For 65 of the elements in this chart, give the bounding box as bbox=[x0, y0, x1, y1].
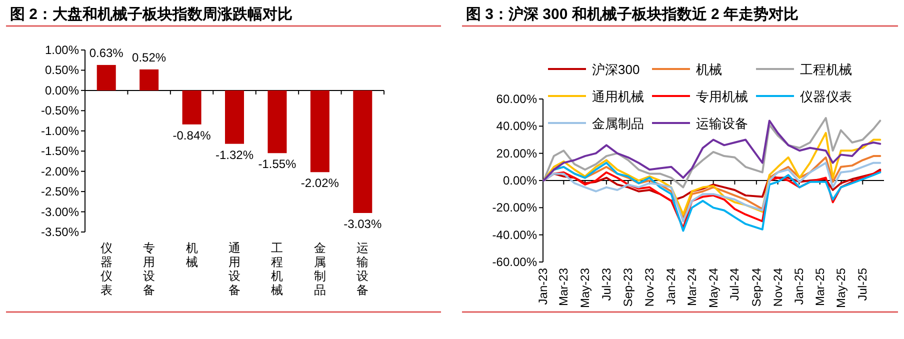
bar bbox=[353, 90, 372, 213]
x-tick-label: Sep-23 bbox=[621, 268, 636, 307]
data-label: -0.84% bbox=[172, 128, 212, 142]
y-tick-label: 60.00% bbox=[496, 92, 538, 106]
y-tick-label: -1.50% bbox=[40, 144, 80, 158]
y-tick-label: 0.50% bbox=[44, 63, 80, 78]
legend-label: 机械 bbox=[696, 62, 722, 77]
x-tick-label: May-24 bbox=[706, 268, 720, 308]
x-tick-label: Mar-23 bbox=[556, 268, 571, 306]
legend-label: 工程机械 bbox=[800, 62, 852, 77]
bar bbox=[225, 90, 244, 144]
x-tick-label: May-23 bbox=[578, 268, 592, 308]
y-tick-label: -2.50% bbox=[40, 184, 80, 199]
bar bbox=[96, 64, 116, 90]
y-tick-label: -60.00% bbox=[492, 255, 538, 269]
y-tick-label: -0.50% bbox=[40, 104, 80, 118]
bar bbox=[310, 90, 330, 172]
y-tick-label: 20.00% bbox=[496, 146, 538, 160]
data-label: 0.52% bbox=[132, 50, 166, 64]
legend-label: 运输设备 bbox=[696, 116, 748, 131]
line-series bbox=[542, 132, 882, 216]
x-tick-label: 仪器仪表 bbox=[100, 241, 112, 297]
data-label: 0.63% bbox=[89, 46, 124, 60]
y-tick-label: -3.00% bbox=[40, 204, 80, 219]
x-tick-label: Jul-23 bbox=[599, 268, 614, 301]
x-tick-label: Sep-24 bbox=[749, 268, 764, 307]
x-tick-label: Nov-24 bbox=[770, 268, 785, 307]
legend-label: 专用机械 bbox=[696, 89, 748, 104]
x-tick-label: Jul-24 bbox=[728, 268, 742, 301]
y-tick-label: -40.00% bbox=[492, 228, 538, 242]
x-tick-label: 通用设备 bbox=[228, 241, 240, 297]
legend-label: 金属制品 bbox=[592, 116, 644, 131]
chart-title: 图 3：沪深 300 和机械子板块指数近 2 年走势对比 bbox=[466, 5, 799, 23]
x-tick-label: 运输设备 bbox=[356, 241, 369, 297]
y-tick-label: 40.00% bbox=[496, 119, 538, 134]
x-tick-label: Jan-25 bbox=[792, 268, 806, 305]
x-tick-label: May-25 bbox=[834, 268, 848, 308]
bar bbox=[182, 90, 202, 124]
bar bbox=[140, 69, 159, 90]
x-tick-label: Jan-24 bbox=[664, 268, 678, 305]
y-tick-label: 1.00% bbox=[44, 43, 80, 57]
legend-label: 沪深300 bbox=[592, 62, 640, 77]
x-tick-label: 金属制品 bbox=[314, 241, 326, 297]
x-tick-label: Jul-25 bbox=[856, 268, 870, 301]
x-tick-label: 工程机械 bbox=[271, 241, 284, 297]
x-tick-label: Mar-25 bbox=[812, 268, 827, 306]
y-tick-label: 0.00% bbox=[502, 174, 538, 188]
data-label: -3.03% bbox=[344, 216, 382, 231]
data-label: -2.02% bbox=[300, 176, 340, 190]
x-tick-label: Nov-23 bbox=[642, 268, 657, 307]
y-tick-label: -1.00% bbox=[40, 124, 80, 138]
y-tick-label: -20.00% bbox=[492, 200, 538, 215]
x-tick-label: Jan-23 bbox=[536, 268, 550, 305]
chart-title: 图 2：大盘和机械子板块指数周涨跌幅对比 bbox=[10, 6, 293, 23]
bar bbox=[268, 90, 287, 154]
y-tick-label: -3.50% bbox=[40, 225, 80, 239]
legend-label: 仪器仪表 bbox=[800, 89, 852, 104]
data-label: -1.55% bbox=[258, 157, 297, 172]
data-label: -1.32% bbox=[215, 148, 254, 162]
x-tick-label: 机械 bbox=[186, 241, 198, 269]
legend-label: 通用机械 bbox=[592, 89, 644, 104]
y-tick-label: 0.00% bbox=[44, 83, 80, 98]
y-tick-label: -2.00% bbox=[40, 164, 80, 178]
x-tick-label: 专用设备 bbox=[143, 241, 156, 297]
x-tick-label: Mar-24 bbox=[684, 268, 699, 306]
